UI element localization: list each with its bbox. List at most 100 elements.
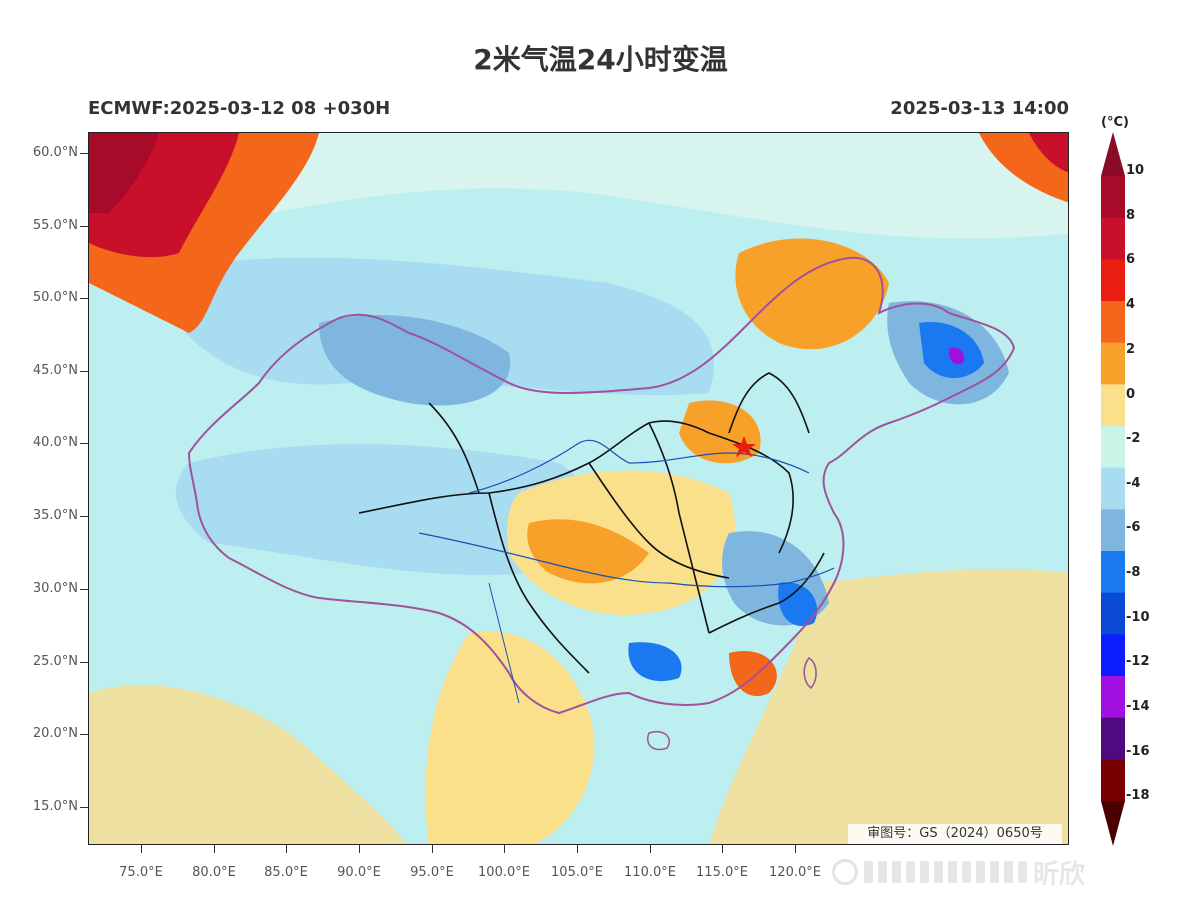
colorbar-label: -6: [1126, 520, 1141, 535]
lon-tick-120: 120.0°E: [769, 865, 821, 880]
model-run-label: ECMWF:2025-03-12 08 +030H: [88, 98, 391, 119]
lat-tick-mark: [80, 589, 88, 590]
lon-tick-85: 85.0°E: [264, 865, 308, 880]
watermark-bars: [864, 861, 1027, 883]
colorbar-segment: [1101, 342, 1125, 385]
lon-tick-mark: [650, 845, 651, 853]
north-band: [89, 133, 1068, 253]
lat-tick-15: 15.0°N: [32, 799, 78, 814]
lon-tick-mark: [359, 845, 360, 853]
very-cold-core: [948, 347, 965, 365]
colorbar-label: 4: [1126, 297, 1136, 312]
lat-tick-35: 35.0°N: [32, 508, 78, 523]
lat-tick-mark: [80, 734, 88, 735]
watermark: 昕欣: [832, 854, 1192, 890]
watermark-text: 昕欣: [1033, 859, 1086, 890]
star-icon: [732, 436, 756, 457]
colorbar-segment: [1101, 634, 1125, 677]
ocean-neutral-south: [709, 568, 1068, 844]
colorbar: [1101, 132, 1125, 846]
colorbar-segment: [1101, 759, 1125, 802]
lon-tick-110: 110.0°E: [624, 865, 676, 880]
colorbar-label: -2: [1126, 431, 1141, 446]
colorbar-label: -18: [1126, 788, 1150, 803]
lat-tick-mark: [80, 516, 88, 517]
cold-hunan: [628, 642, 682, 682]
colorbar-segment: [1101, 217, 1125, 260]
taiwan-outline: [803, 657, 817, 690]
arrow-down-icon: [1101, 801, 1125, 846]
colorbar-segment: [1101, 426, 1125, 469]
province-border: [428, 402, 480, 494]
lon-tick-105: 105.0°E: [551, 865, 603, 880]
hottest-northwest-corner: [89, 133, 159, 213]
warm-inner-mongolia-east: [735, 238, 889, 350]
lon-tick-mark: [722, 845, 723, 853]
warm-guangdong: [729, 651, 777, 697]
river-yangtze: [418, 532, 835, 588]
river-mekong: [488, 582, 520, 704]
india-neutral: [89, 685, 408, 844]
province-border: [358, 420, 710, 514]
lon-tick-75: 75.0°E: [119, 865, 163, 880]
lat-tick-mark: [80, 371, 88, 372]
map-canvas: [89, 133, 1068, 844]
lon-tick-100: 100.0°E: [478, 865, 530, 880]
colorbar-segment: [1101, 592, 1125, 635]
lat-tick-mark: [80, 226, 88, 227]
province-border: [728, 372, 810, 434]
province-border: [708, 552, 825, 634]
lat-tick-mark: [80, 443, 88, 444]
lat-tick-40: 40.0°N: [32, 435, 78, 450]
lat-tick-30: 30.0°N: [32, 581, 78, 596]
colorbar-unit: (°C): [1101, 115, 1129, 130]
province-border: [648, 422, 710, 634]
lat-tick-55: 55.0°N: [32, 218, 78, 233]
colorbar-label: 2: [1126, 342, 1136, 357]
hot-northeast-corner: [1029, 133, 1068, 173]
lat-tick-mark: [80, 662, 88, 663]
hainan-outline: [647, 731, 670, 751]
lon-tick-mark: [214, 845, 215, 853]
neutral-indochina: [425, 631, 595, 844]
colorbar-label: -16: [1126, 744, 1150, 759]
lat-tick-mark: [80, 153, 88, 154]
lon-tick-mark: [577, 845, 578, 853]
lon-tick-mark: [504, 845, 505, 853]
lat-tick-60: 60.0°N: [32, 145, 78, 160]
province-border: [588, 462, 730, 579]
lat-tick-mark: [80, 807, 88, 808]
colorbar-label: 8: [1126, 208, 1136, 223]
lon-tick-mark: [432, 845, 433, 853]
province-border: [488, 492, 590, 674]
lat-tick-mark: [80, 298, 88, 299]
cold-jiangxi: [778, 582, 818, 627]
map-approval-number: 审图号：GS（2024）0650号: [848, 824, 1062, 844]
colorbar-label: -4: [1126, 476, 1141, 491]
lat-tick-20: 20.0°N: [32, 726, 78, 741]
colorbar-label: -14: [1126, 699, 1150, 714]
map-title: 2米气温24小时变温: [473, 43, 728, 76]
cool-region-xinjiang: [319, 314, 511, 406]
province-border: [708, 432, 794, 554]
lon-tick-mark: [286, 845, 287, 853]
lat-tick-45: 45.0°N: [32, 363, 78, 378]
lon-tick-95: 95.0°E: [410, 865, 454, 880]
colorbar-segment: [1101, 717, 1125, 760]
watermark-logo-icon: [832, 859, 858, 885]
lon-tick-mark: [795, 845, 796, 853]
warm-sichuan: [527, 519, 649, 584]
china-border: [187, 256, 1016, 715]
colorbar-label: 0: [1126, 387, 1136, 402]
lat-tick-25: 25.0°N: [32, 654, 78, 669]
lat-tick-50: 50.0°N: [32, 290, 78, 305]
colorbar-label: -12: [1126, 654, 1150, 669]
colorbar-segment: [1101, 259, 1125, 302]
colorbar-segment: [1101, 551, 1125, 594]
lon-tick-90: 90.0°E: [337, 865, 381, 880]
lon-tick-80: 80.0°E: [192, 865, 236, 880]
colorbar-label: 10: [1126, 163, 1145, 178]
lon-tick-mark: [141, 845, 142, 853]
river-yellow: [468, 439, 810, 494]
arrow-up-icon: [1101, 132, 1125, 176]
